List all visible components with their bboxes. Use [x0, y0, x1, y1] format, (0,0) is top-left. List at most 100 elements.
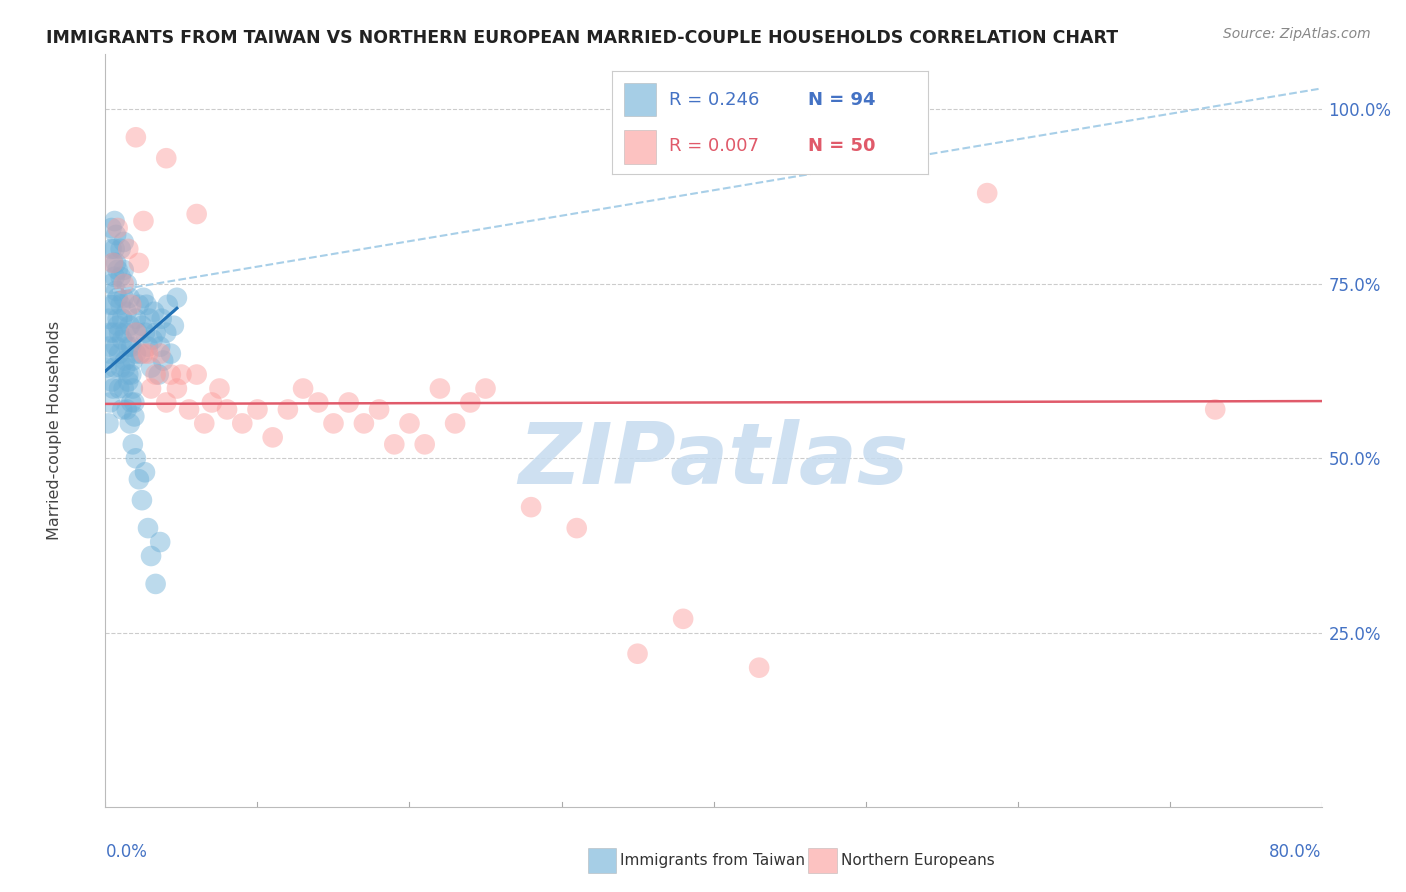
Text: 0.0%: 0.0%	[105, 844, 148, 862]
Point	[107, 311, 129, 326]
Point	[201, 395, 224, 409]
Point	[100, 375, 122, 389]
Point	[107, 263, 129, 277]
Point	[139, 360, 162, 375]
Point	[112, 291, 135, 305]
Point	[166, 291, 188, 305]
Point	[108, 326, 131, 340]
Point	[114, 353, 136, 368]
Point	[177, 402, 200, 417]
Point	[474, 382, 496, 396]
Point	[107, 221, 129, 235]
Point	[156, 298, 179, 312]
Point	[322, 417, 344, 431]
Point	[132, 214, 155, 228]
Point	[136, 346, 159, 360]
Point	[127, 326, 149, 340]
Point	[520, 500, 543, 515]
Point	[170, 368, 193, 382]
Point	[382, 437, 405, 451]
Point	[105, 340, 128, 354]
Point	[145, 368, 167, 382]
Point	[124, 395, 146, 409]
Point	[128, 298, 150, 312]
Point	[193, 417, 215, 431]
Point	[976, 186, 998, 200]
Point	[148, 368, 170, 382]
Point	[103, 214, 125, 228]
Point	[136, 521, 159, 535]
Point	[353, 417, 375, 431]
Point	[231, 417, 253, 431]
Point	[398, 417, 420, 431]
Point	[101, 256, 124, 270]
Text: Source: ZipAtlas.com: Source: ZipAtlas.com	[1223, 27, 1371, 41]
Point	[1204, 402, 1226, 417]
Text: Married-couple Households: Married-couple Households	[46, 321, 62, 540]
Point	[277, 402, 299, 417]
Point	[166, 382, 188, 396]
Point	[120, 368, 142, 382]
Point	[108, 346, 131, 360]
Point	[121, 353, 143, 368]
Point	[112, 235, 135, 249]
Point	[132, 346, 155, 360]
Text: R = 0.007: R = 0.007	[669, 136, 759, 154]
FancyBboxPatch shape	[624, 130, 655, 163]
Point	[125, 130, 148, 145]
Point	[292, 382, 315, 396]
Point	[672, 612, 695, 626]
Point	[97, 417, 120, 431]
Point	[748, 661, 770, 675]
Point	[155, 151, 177, 165]
Point	[155, 395, 177, 409]
Point	[136, 340, 159, 354]
Point	[145, 326, 167, 340]
Point	[217, 402, 239, 417]
Point	[96, 360, 118, 375]
Point	[125, 346, 148, 360]
Point	[117, 340, 139, 354]
Point	[125, 311, 148, 326]
Point	[429, 382, 451, 396]
Point	[145, 577, 167, 591]
Point	[139, 549, 162, 563]
Point	[155, 326, 177, 340]
Point	[246, 402, 269, 417]
Point	[152, 353, 174, 368]
Point	[117, 242, 139, 256]
Point	[98, 298, 121, 312]
Point	[101, 382, 124, 396]
Point	[118, 291, 141, 305]
Point	[105, 284, 128, 298]
Point	[149, 340, 172, 354]
Point	[262, 430, 284, 444]
Point	[101, 298, 124, 312]
Text: R = 0.246: R = 0.246	[669, 91, 759, 109]
Text: N = 50: N = 50	[808, 136, 876, 154]
Point	[98, 346, 121, 360]
Point	[186, 368, 208, 382]
Point	[159, 368, 181, 382]
Point	[107, 318, 129, 333]
Point	[103, 269, 125, 284]
Point	[103, 242, 125, 256]
Point	[110, 269, 132, 284]
Point	[129, 346, 152, 360]
Point	[118, 417, 141, 431]
FancyBboxPatch shape	[624, 83, 655, 117]
Point	[117, 375, 139, 389]
Point	[118, 318, 141, 333]
Point	[103, 360, 125, 375]
Point	[112, 382, 135, 396]
Point	[307, 395, 329, 409]
Point	[128, 472, 150, 486]
Point	[337, 395, 360, 409]
Point	[159, 346, 181, 360]
Point	[131, 493, 153, 508]
Point	[125, 326, 148, 340]
Point	[120, 340, 142, 354]
Point	[163, 318, 186, 333]
Point	[121, 382, 143, 396]
Point	[143, 304, 166, 318]
